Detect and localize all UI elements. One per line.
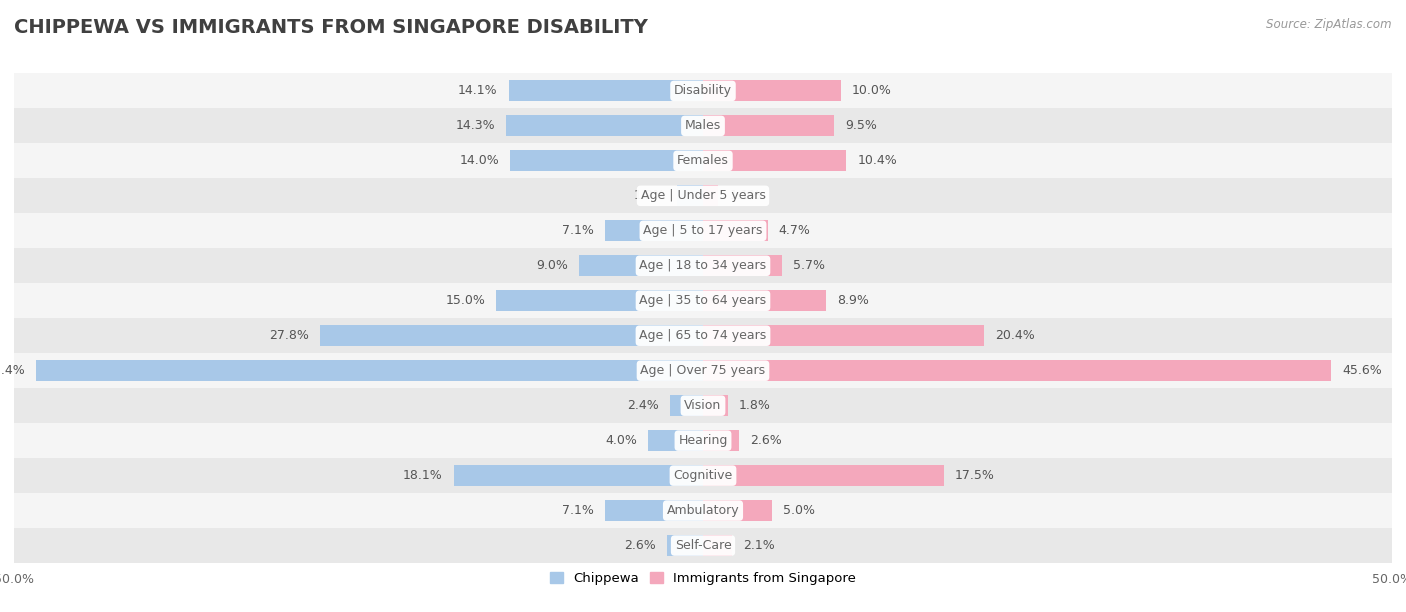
Bar	[703, 535, 733, 556]
Text: 4.0%: 4.0%	[605, 434, 637, 447]
Bar	[703, 465, 945, 486]
Text: 1.1%: 1.1%	[730, 189, 761, 203]
Bar	[454, 465, 703, 486]
Bar	[703, 220, 768, 241]
Bar	[605, 220, 703, 241]
Text: Females: Females	[678, 154, 728, 167]
Text: 15.0%: 15.0%	[446, 294, 485, 307]
Text: 18.1%: 18.1%	[404, 469, 443, 482]
Bar	[14, 73, 1392, 108]
Bar	[579, 255, 703, 276]
Bar	[703, 360, 1331, 381]
Bar	[14, 108, 1392, 143]
Bar	[605, 500, 703, 521]
Bar	[669, 395, 703, 416]
Bar	[676, 185, 703, 206]
Bar	[14, 178, 1392, 214]
Bar	[703, 430, 738, 451]
Text: 20.4%: 20.4%	[995, 329, 1035, 342]
Bar	[14, 458, 1392, 493]
Bar	[14, 248, 1392, 283]
Text: Males: Males	[685, 119, 721, 132]
Text: 5.7%: 5.7%	[793, 259, 824, 272]
Bar	[14, 318, 1392, 353]
Bar	[14, 528, 1392, 563]
Bar	[496, 290, 703, 312]
Bar	[668, 535, 703, 556]
Text: Age | Under 5 years: Age | Under 5 years	[641, 189, 765, 203]
Text: 10.0%: 10.0%	[852, 84, 891, 97]
Bar	[321, 325, 703, 346]
Text: Age | 5 to 17 years: Age | 5 to 17 years	[644, 225, 762, 237]
Text: 9.5%: 9.5%	[845, 119, 877, 132]
Bar	[648, 430, 703, 451]
Text: 14.1%: 14.1%	[458, 84, 498, 97]
Text: 14.3%: 14.3%	[456, 119, 495, 132]
Text: CHIPPEWA VS IMMIGRANTS FROM SINGAPORE DISABILITY: CHIPPEWA VS IMMIGRANTS FROM SINGAPORE DI…	[14, 18, 648, 37]
Legend: Chippewa, Immigrants from Singapore: Chippewa, Immigrants from Singapore	[544, 567, 862, 591]
Text: 2.4%: 2.4%	[627, 399, 659, 412]
Bar	[14, 353, 1392, 388]
Text: 2.6%: 2.6%	[624, 539, 657, 552]
Bar	[14, 214, 1392, 248]
Bar	[14, 388, 1392, 423]
Bar	[703, 116, 834, 136]
Bar	[510, 151, 703, 171]
Text: Source: ZipAtlas.com: Source: ZipAtlas.com	[1267, 18, 1392, 31]
Bar	[506, 116, 703, 136]
Text: 1.9%: 1.9%	[634, 189, 666, 203]
Bar	[703, 395, 728, 416]
Bar	[14, 493, 1392, 528]
Bar	[14, 423, 1392, 458]
Text: Hearing: Hearing	[678, 434, 728, 447]
Text: Cognitive: Cognitive	[673, 469, 733, 482]
Text: 17.5%: 17.5%	[955, 469, 995, 482]
Text: 27.8%: 27.8%	[269, 329, 309, 342]
Text: 9.0%: 9.0%	[536, 259, 568, 272]
Text: Ambulatory: Ambulatory	[666, 504, 740, 517]
Bar	[703, 255, 782, 276]
Text: 7.1%: 7.1%	[562, 504, 595, 517]
Text: Age | 65 to 74 years: Age | 65 to 74 years	[640, 329, 766, 342]
Bar	[703, 80, 841, 102]
Text: 1.8%: 1.8%	[738, 399, 770, 412]
Text: Disability: Disability	[673, 84, 733, 97]
Bar	[14, 143, 1392, 178]
Text: Vision: Vision	[685, 399, 721, 412]
Text: Age | Over 75 years: Age | Over 75 years	[641, 364, 765, 377]
Bar	[14, 283, 1392, 318]
Bar	[703, 185, 718, 206]
Text: Age | 18 to 34 years: Age | 18 to 34 years	[640, 259, 766, 272]
Text: 8.9%: 8.9%	[837, 294, 869, 307]
Text: 48.4%: 48.4%	[0, 364, 25, 377]
Bar	[509, 80, 703, 102]
Text: 4.7%: 4.7%	[779, 225, 811, 237]
Text: 14.0%: 14.0%	[460, 154, 499, 167]
Text: Self-Care: Self-Care	[675, 539, 731, 552]
Text: 2.1%: 2.1%	[742, 539, 775, 552]
Bar	[37, 360, 703, 381]
Text: 7.1%: 7.1%	[562, 225, 595, 237]
Bar	[703, 151, 846, 171]
Text: 45.6%: 45.6%	[1343, 364, 1382, 377]
Bar	[703, 500, 772, 521]
Text: Age | 35 to 64 years: Age | 35 to 64 years	[640, 294, 766, 307]
Text: 10.4%: 10.4%	[858, 154, 897, 167]
Bar	[703, 290, 825, 312]
Text: 5.0%: 5.0%	[783, 504, 815, 517]
Text: 2.6%: 2.6%	[749, 434, 782, 447]
Bar	[703, 325, 984, 346]
